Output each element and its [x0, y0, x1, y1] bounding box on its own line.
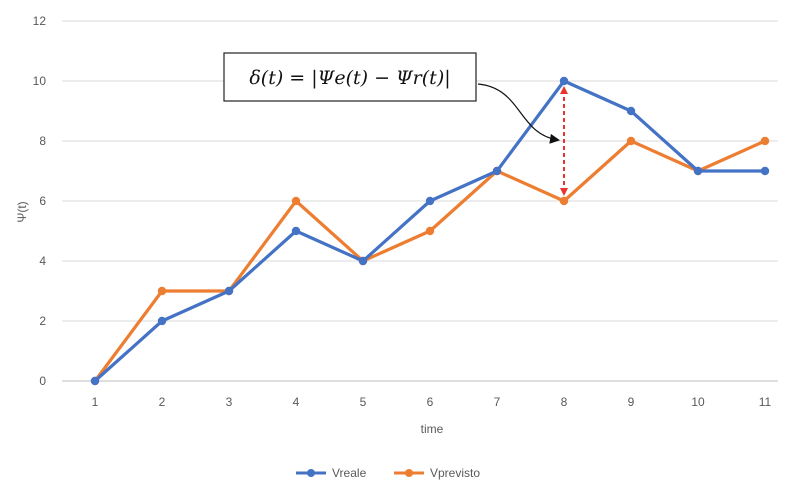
series-layer — [91, 77, 769, 385]
x-tick-label: 7 — [494, 395, 501, 409]
legend-label: Vreale — [332, 466, 367, 480]
x-tick-label: 8 — [561, 395, 568, 409]
data-point — [292, 197, 300, 205]
y-tick-label: 10 — [33, 74, 47, 88]
y-tick-label: 8 — [39, 134, 46, 148]
data-point — [694, 167, 702, 175]
data-point — [627, 137, 635, 145]
legend-marker — [405, 469, 413, 477]
formula-text: δ(t) = |Ψe(t) − Ψr(t)| — [249, 67, 450, 89]
y-axis-ticks: 0 2 4 6 8 10 12 — [33, 14, 47, 388]
y-tick-label: 6 — [39, 194, 46, 208]
legend: Vreale Vprevisto — [296, 466, 480, 480]
x-tick-label: 9 — [628, 395, 635, 409]
data-point — [359, 257, 367, 265]
x-tick-label: 10 — [691, 395, 705, 409]
y-tick-label: 4 — [39, 254, 46, 268]
legend-marker — [307, 469, 315, 477]
pointer-arrow — [478, 84, 558, 140]
data-point — [560, 77, 568, 85]
data-point — [761, 137, 769, 145]
x-axis-ticks: 1 2 3 4 5 6 7 8 9 10 11 — [92, 395, 772, 409]
y-tick-label: 12 — [33, 14, 47, 28]
data-point — [426, 197, 434, 205]
data-point — [292, 227, 300, 235]
data-point — [426, 227, 434, 235]
legend-label: Vprevisto — [430, 466, 480, 480]
data-point — [560, 197, 568, 205]
y-tick-label: 2 — [39, 314, 46, 328]
x-tick-label: 1 — [92, 395, 99, 409]
data-point — [761, 167, 769, 175]
data-point — [225, 287, 233, 295]
delta-annotation: δ(t) = |Ψe(t) − Ψr(t)| — [224, 53, 564, 192]
x-tick-label: 5 — [360, 395, 367, 409]
data-point — [627, 107, 635, 115]
data-point — [91, 377, 99, 385]
x-tick-label: 6 — [427, 395, 434, 409]
x-tick-label: 2 — [159, 395, 166, 409]
x-tick-label: 11 — [759, 395, 772, 409]
data-point — [158, 287, 166, 295]
data-point — [158, 317, 166, 325]
data-point — [493, 167, 501, 175]
x-axis-title: time — [421, 422, 444, 436]
x-tick-label: 3 — [226, 395, 233, 409]
y-tick-label: 0 — [39, 374, 46, 388]
y-axis-title: Ψ(t) — [15, 201, 29, 222]
x-tick-label: 4 — [293, 395, 300, 409]
